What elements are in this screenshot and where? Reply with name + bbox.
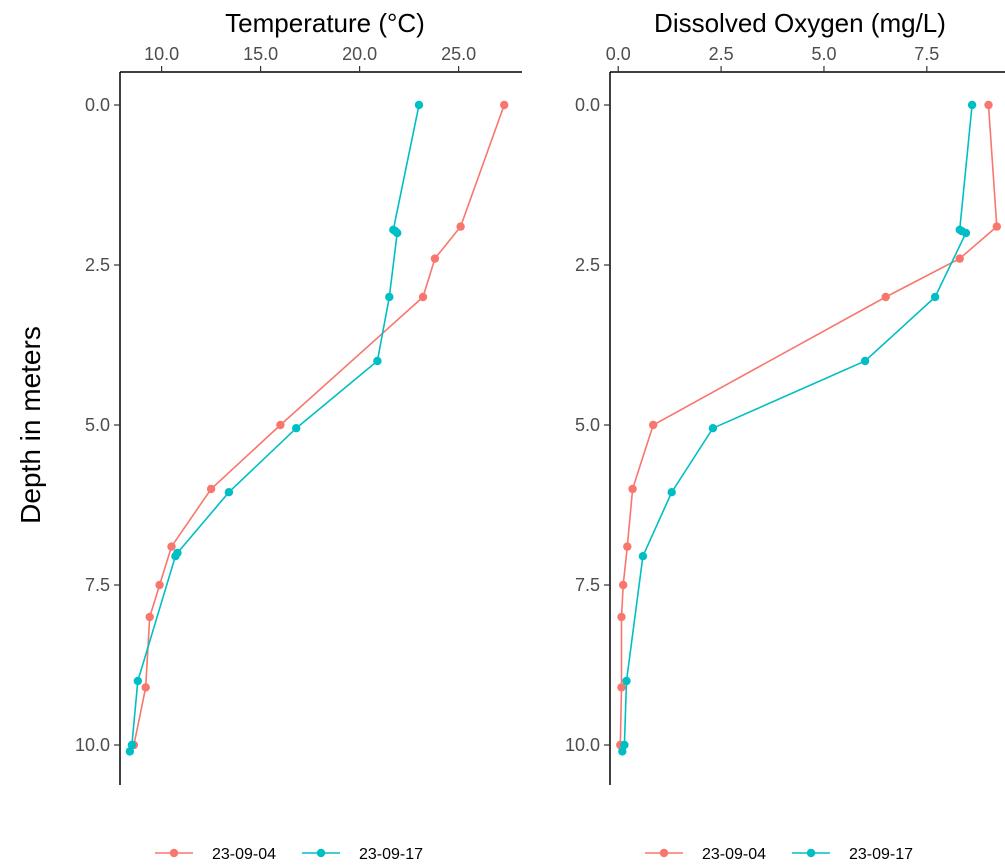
do-x-tick-label: 0.0: [606, 44, 631, 64]
temp-y-tick-label: 7.5: [85, 575, 110, 595]
temp-data-point: [373, 356, 382, 366]
temp-legend-key: [302, 848, 340, 858]
temperature-axis-title: Temperature (°C): [225, 8, 425, 38]
temp-data-point: [224, 488, 234, 497]
temp-data-point: [127, 740, 137, 750]
temp-series-line: [133, 104, 505, 746]
do-data-point: [992, 222, 1001, 231]
temp-y-tick-label: 5.0: [85, 415, 110, 435]
temp-x-tick-label: 25.0: [441, 44, 476, 64]
do-data-point: [638, 552, 648, 561]
do-data-point: [617, 612, 626, 622]
temp-legend-marker: [169, 848, 179, 858]
dissolved-oxygen-axis-title: Dissolved Oxygen (mg/L): [654, 8, 946, 38]
do-data-point: [708, 424, 718, 433]
temp-legend-marker: [316, 848, 326, 858]
do-y-tick-label: 2.5: [575, 255, 600, 275]
do-data-point: [984, 100, 993, 110]
temp-y-tick-label: 2.5: [85, 255, 110, 275]
temp-data-point: [456, 222, 465, 231]
do-data-point: [620, 740, 629, 750]
temp-x-tick-label: 15.0: [243, 44, 278, 64]
do-legend-marker: [659, 848, 669, 858]
do-data-point: [649, 420, 658, 430]
temp-data-point: [500, 100, 509, 110]
do-legend-key: [645, 848, 683, 858]
temp-data-point: [125, 747, 135, 756]
temperature-legend: 23-09-04 23-09-17: [155, 846, 423, 863]
temp-data-point: [171, 552, 180, 561]
temp-x-tick-label: 20.0: [342, 44, 377, 64]
do-y-tick-label: 7.5: [575, 575, 600, 595]
temp-data-point: [276, 420, 285, 430]
do-x-tick-label: 2.5: [709, 44, 734, 64]
do-legend-label: 23-09-17: [849, 846, 913, 863]
temp-series-line: [129, 104, 420, 752]
temp-y-tick-label: 10.0: [75, 735, 110, 755]
do-y-tick-label: 0.0: [575, 95, 600, 115]
dissolved-oxygen-panel: Dissolved Oxygen (mg/L) 0.0 2.5 5.0 7.5 0.0 2…: [565, 8, 1005, 785]
temp-series-23-09-17: [125, 100, 424, 756]
do-data-point: [955, 254, 964, 263]
dissolved-oxygen-legend: 23-09-04 23-09-17: [645, 846, 913, 863]
y-axis-title: Depth in meters: [15, 326, 46, 524]
do-data-point: [967, 100, 977, 110]
temp-data-point: [206, 484, 216, 494]
do-y-tick-label: 10.0: [565, 735, 600, 755]
do-legend-marker: [806, 848, 816, 858]
do-data-point: [618, 747, 627, 756]
do-x-tick-label: 5.0: [811, 44, 836, 64]
temp-legend-label: 23-09-04: [212, 846, 276, 863]
do-legend-label: 23-09-04: [702, 846, 766, 863]
do-legend-key: [792, 848, 830, 858]
temp-data-point: [385, 292, 394, 302]
temp-y-tick-label: 0.0: [85, 95, 110, 115]
temp-data-point: [167, 542, 176, 551]
temp-data-point: [430, 254, 440, 263]
do-data-point: [619, 580, 628, 590]
temp-data-point: [141, 683, 150, 692]
do-data-point: [667, 488, 676, 497]
temperature-panel: Temperature (°C) 10.0 15.0 20.0 25.0 0.0 2.5 5…: [75, 8, 522, 785]
do-data-point: [628, 484, 637, 494]
do-data-point: [961, 228, 971, 238]
do-series-line: [619, 104, 998, 746]
do-data-point: [623, 542, 632, 551]
temp-data-point: [393, 228, 402, 238]
do-series-23-09-04: [616, 100, 1001, 750]
do-data-point: [930, 292, 940, 302]
temp-data-point: [414, 100, 424, 110]
do-y-tick-label: 5.0: [575, 415, 600, 435]
temp-legend-label: 23-09-17: [359, 846, 423, 863]
temp-data-point: [155, 580, 164, 590]
do-x-tick-label: 7.5: [914, 44, 939, 64]
temp-data-point: [292, 424, 301, 433]
temp-data-point: [418, 292, 428, 302]
do-series-line: [621, 104, 973, 752]
do-data-point: [860, 356, 870, 366]
temp-data-point: [133, 676, 142, 686]
do-data-point: [622, 676, 631, 686]
temp-x-tick-label: 10.0: [144, 44, 179, 64]
do-data-point: [881, 292, 890, 302]
temp-data-point: [145, 612, 154, 622]
do-series-23-09-17: [618, 100, 977, 756]
temp-legend-key: [155, 848, 193, 858]
temp-series-23-09-04: [129, 100, 509, 750]
do-data-point: [617, 683, 626, 692]
